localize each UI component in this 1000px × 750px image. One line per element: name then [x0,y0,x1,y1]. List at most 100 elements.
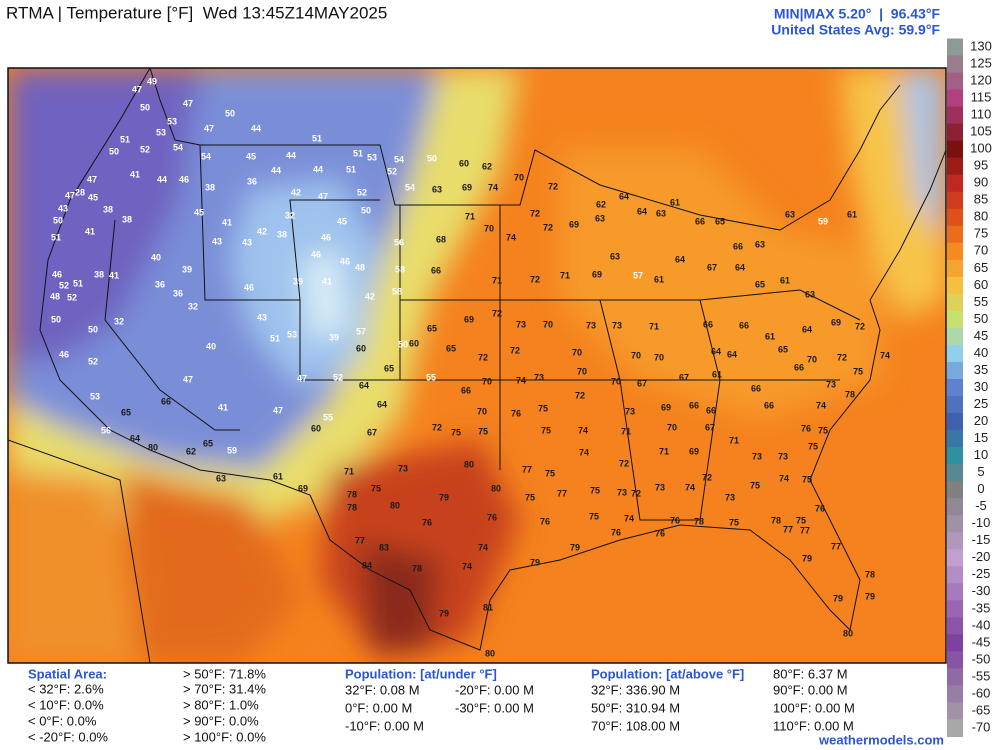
station-value: 73 [612,320,622,330]
station-value: 66 [751,383,761,393]
colorbar-cell [947,140,963,159]
station-value: 70 [484,223,494,233]
colorbar-cell [947,174,963,193]
station-value: 69 [569,219,579,229]
station-value: 36 [155,279,165,289]
station-value: 75 [729,517,739,527]
station-value: 70 [807,354,817,364]
colorbar-cell [947,583,963,601]
colorbar-label: 50 [974,311,988,326]
colorbar-label: 115 [971,90,992,105]
colorbar-label: -55 [972,668,991,683]
colorbar-label: -65 [972,702,991,717]
boundaries [8,68,946,663]
station-value: 40 [206,341,216,351]
station-value: 62 [596,199,606,209]
station-value: 79 [570,542,580,552]
colorbar-label: 105 [970,124,992,139]
station-value: 70 [611,376,621,386]
colorbar-label: 30 [974,379,988,394]
station-value: 70 [667,422,677,432]
station-value: 28 [75,187,85,197]
station-value: 40 [151,252,161,262]
credit[interactable]: weathermodels.com [818,732,944,747]
station-value: 64 [637,206,647,216]
colorbar-label: 100 [970,141,992,156]
colorbar-cell [947,191,963,210]
station-value: 64 [675,254,685,264]
station-value: 39 [329,332,339,342]
colorbar-label: 20 [974,413,988,428]
station-value: 73 [534,372,544,382]
map-frame [7,67,947,664]
station-value: 71 [492,275,502,285]
station-value: 46 [311,249,321,259]
station-value: 79 [802,553,812,563]
station-value: 69 [592,269,602,279]
colorbar-label: -15 [972,532,991,547]
stat: 32°F: 336.90 M [591,682,680,697]
station-value: 70 [631,350,641,360]
station-value: 51 [120,134,130,144]
station-value: 72 [492,308,502,318]
station-value: 46 [244,282,254,292]
station-value: 47 [87,174,97,184]
station-value: 67 [637,378,647,388]
station-value: 63 [595,213,605,223]
station-value: 39 [293,276,303,286]
stat: -10°F: 0.00 M [345,718,424,733]
station-value: 61 [712,369,722,379]
station-value: 56 [394,237,404,247]
colorbar-label: -60 [972,685,991,700]
station-value: 67 [707,262,717,272]
title: RTMA | Temperature [°F] Wed 13:45Z14MAY2… [6,3,387,22]
station-value: 51 [346,164,356,174]
colorbar-label: 65 [974,260,988,275]
station-value: 52 [140,144,150,154]
station-value: 44 [271,165,281,175]
colorbar-cell [947,38,963,57]
colorbar-cell [947,515,963,533]
station-value: 65 [755,279,765,289]
station-value: 75 [451,427,461,437]
station-value: 66 [794,362,804,372]
station-value: 42 [291,187,301,197]
station-value: 75 [796,515,806,525]
station-value: 44 [251,123,261,133]
station-value: 50 [88,324,98,334]
station-value: 74 [506,232,516,242]
station-value: 45 [337,216,347,226]
station-value: 79 [439,608,449,618]
station-value: 47 [297,373,307,383]
us-average: United States Avg: 59.9°F [771,22,940,38]
station-value: 46 [179,174,189,184]
station-value: 58 [395,264,405,274]
station-value: 61 [780,275,790,285]
station-value: 70 [477,406,487,416]
colorbar-label: 75 [974,226,988,241]
station-value: 75 [478,426,488,436]
colorbar-cell [947,123,963,142]
station-value: 32 [188,301,198,311]
stat: 110°F: 0.00 M [773,718,854,733]
stat: < -20°F: 0.0% [28,729,108,744]
station-value: 76 [511,408,521,418]
station-value: 42 [365,291,375,301]
colorbar-cell [947,361,963,380]
spatial-area-heading: Spatial Area: [28,666,107,681]
stat: < 10°F: 0.0% [28,697,104,712]
colorbar-label: 85 [974,192,988,207]
colorbar-label: 35 [974,362,988,377]
colorbar-label: 125 [970,55,992,70]
station-value: 52 [59,280,69,290]
station-value: 66 [739,320,749,330]
station-value: 47 [273,405,283,415]
station-value: 38 [94,269,104,279]
colorbar-label: 120 [970,72,992,87]
station-value: 38 [103,204,113,214]
colorbar-cell [947,651,963,669]
station-value: 64 [802,324,812,334]
station-value: 48 [50,291,60,301]
station-value: 64 [735,262,745,272]
